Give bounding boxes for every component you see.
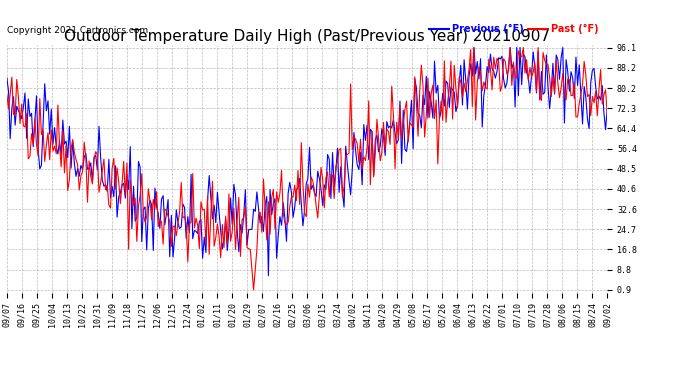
Text: Copyright 2021 Cartronics.com: Copyright 2021 Cartronics.com [7, 26, 148, 35]
Legend: Previous (°F), Past (°F): Previous (°F), Past (°F) [426, 20, 602, 38]
Title: Outdoor Temperature Daily High (Past/Previous Year) 20210907: Outdoor Temperature Daily High (Past/Pre… [64, 29, 550, 44]
